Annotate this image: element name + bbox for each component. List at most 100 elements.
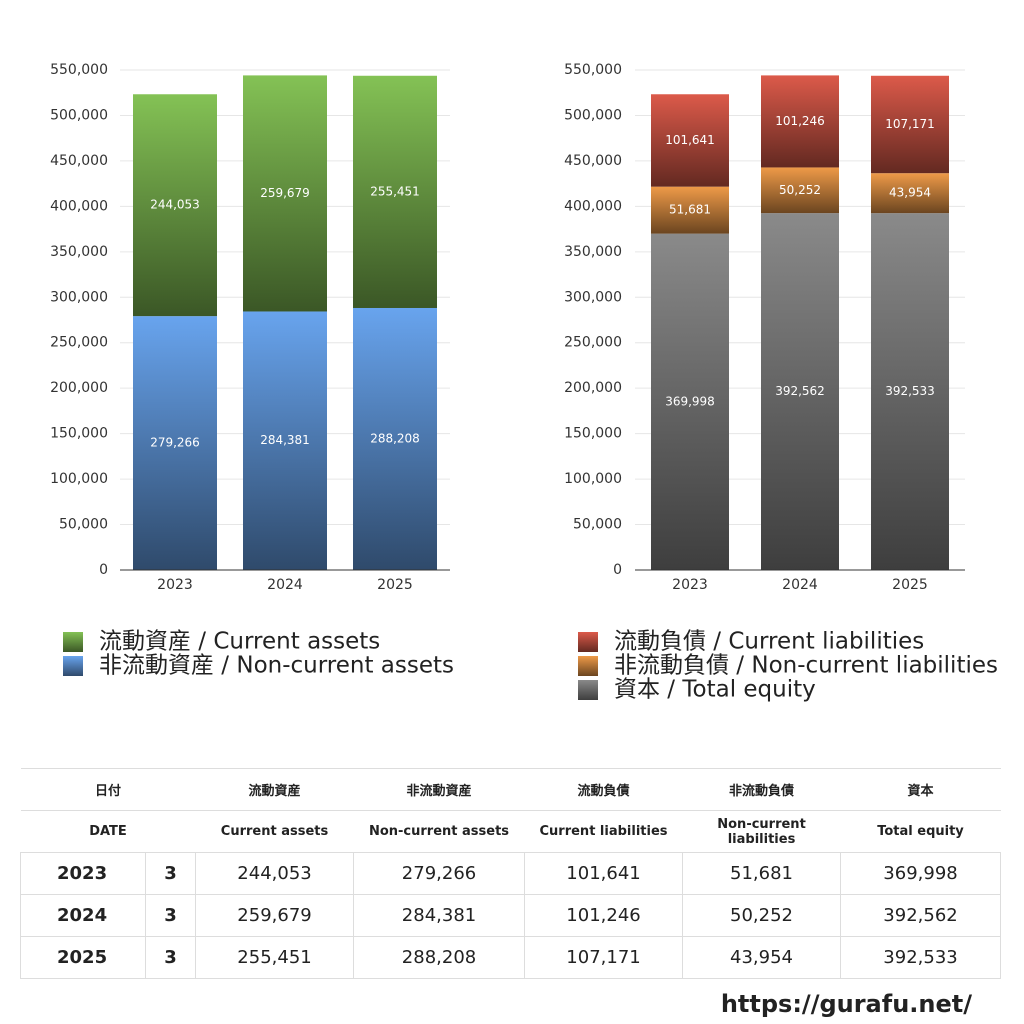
value-label: 392,533	[885, 384, 935, 398]
charts: 0 50,000 100,000 150,000 200,000 250,000 300,0…	[50, 62, 998, 703]
y-tick-label: 350,000	[50, 244, 108, 260]
bar-segment	[133, 94, 217, 317]
y-tick-label: 400,000	[564, 198, 622, 214]
header-cell: Current liabilities	[524, 810, 683, 853]
legend-label: 非流動資産 / Non-current assets	[99, 653, 454, 679]
table-cell: 51,681	[682, 852, 842, 895]
table-cell: 369,998	[840, 852, 1002, 895]
y-tick-label: 300,000	[50, 289, 108, 305]
bar-segment	[761, 75, 839, 168]
y-tick-label: 450,000	[50, 153, 108, 169]
y-tick-label: 200,000	[564, 380, 622, 396]
x-tick-label: 2025	[377, 577, 413, 593]
header-row: 日付 流動資産 非流動資産 流動負債 非流動負債 資本	[20, 768, 1001, 811]
y-tick-label: 250,000	[50, 335, 108, 351]
legend-swatch	[578, 632, 598, 652]
value-label: 43,954	[889, 186, 931, 200]
header-cell: DATE	[20, 810, 196, 853]
data-row: 2023 3 244,053 279,266 101,641 51,681 369,998	[20, 852, 1002, 895]
header-cell: Non-current liabilities	[682, 810, 841, 853]
bar-segment	[243, 311, 327, 570]
y-tick-label: 550,000	[50, 62, 108, 78]
table-cell: 279,266	[353, 852, 526, 895]
header-row: DATE Current assets Non-current assets C…	[20, 810, 1001, 853]
y-tick-label: 150,000	[564, 426, 622, 442]
legend-swatch	[578, 680, 598, 700]
y-tick-label: 400,000	[50, 198, 108, 214]
table-cell: 392,533	[840, 936, 1002, 979]
legend-label: 流動資産 / Current assets	[99, 629, 380, 655]
header-cell: 流動資産	[195, 768, 354, 811]
table-cell: 259,679	[195, 894, 355, 937]
table-cell: 50,252	[682, 894, 842, 937]
x-tick-label: 2024	[267, 577, 303, 593]
value-label: 255,451	[370, 184, 420, 198]
table-cell: 43,954	[682, 936, 842, 979]
y-tick-label: 0	[99, 562, 108, 578]
table-cell: 288,208	[353, 936, 526, 979]
value-label: 288,208	[370, 431, 420, 445]
x-tick-label: 2023	[157, 577, 193, 593]
x-tick-label: 2024	[782, 577, 818, 593]
y-tick-label: 500,000	[564, 107, 622, 123]
data-row: 2025 3 255,451 288,208 107,171 43,954 392,533	[20, 936, 1002, 979]
y-tick-label: 300,000	[564, 289, 622, 305]
value-label: 279,266	[150, 436, 200, 450]
value-label: 284,381	[260, 433, 310, 447]
table-cell: 2025	[20, 936, 146, 979]
bar-segment	[651, 186, 729, 234]
y-tick-label: 500,000	[50, 107, 108, 123]
legend-label: 資本 / Total equity	[614, 677, 816, 703]
table-cell: 101,246	[524, 894, 684, 937]
bar-segment	[353, 75, 437, 308]
value-label: 369,998	[665, 394, 715, 408]
value-label: 50,252	[779, 183, 821, 197]
y-tick-label: 0	[613, 562, 622, 578]
table-cell: 3	[144, 852, 197, 895]
bar-segment	[651, 94, 729, 187]
y-tick-label: 450,000	[564, 153, 622, 169]
table-cell: 3	[144, 936, 197, 979]
table-cell: 3	[144, 894, 197, 937]
value-label: 101,246	[775, 114, 825, 128]
header-cell: Non-current assets	[353, 810, 525, 853]
legend-label: 非流動負債 / Non-current liabilities	[614, 653, 998, 679]
site-url: https://gurafu.net/	[720, 990, 972, 1018]
y-tick-label: 100,000	[564, 471, 622, 487]
x-tick-label: 2023	[672, 577, 708, 593]
bar-segment	[871, 213, 949, 570]
bar-segment	[871, 173, 949, 214]
x-tick-label: 2025	[892, 577, 928, 593]
table-cell: 2024	[20, 894, 146, 937]
data-table: 日付 流動資産 非流動資産 流動負債 非流動負債 資本 DATE Current…	[20, 768, 1002, 979]
value-label: 107,171	[885, 117, 935, 131]
legend-swatch	[63, 656, 83, 676]
header-cell: 非流動負債	[682, 768, 841, 811]
header-cell: 日付	[20, 768, 196, 811]
header-cell: 資本	[840, 768, 1001, 811]
y-tick-label: 100,000	[50, 471, 108, 487]
table-cell: 2023	[20, 852, 146, 895]
y-tick-label: 550,000	[564, 62, 622, 78]
y-tick-label: 150,000	[50, 426, 108, 442]
bar-segment	[761, 167, 839, 214]
y-tick-label: 50,000	[59, 517, 108, 533]
data-row: 2024 3 259,679 284,381 101,246 50,252 392,562	[20, 894, 1002, 937]
value-label: 259,679	[260, 186, 310, 200]
header-cell: 流動負債	[524, 768, 683, 811]
table-cell: 101,641	[524, 852, 684, 895]
legend-label: 流動負債 / Current liabilities	[614, 629, 924, 655]
legend-swatch	[578, 656, 598, 676]
y-tick-label: 50,000	[573, 517, 622, 533]
table-cell: 392,562	[840, 894, 1002, 937]
value-label: 101,641	[665, 133, 715, 147]
y-tick-label: 350,000	[564, 244, 622, 260]
value-label: 392,562	[775, 384, 825, 398]
bar-segment	[243, 75, 327, 312]
y-tick-label: 250,000	[564, 335, 622, 351]
header-cell: 非流動資産	[353, 768, 525, 811]
y-tick-label: 200,000	[50, 380, 108, 396]
bar-segment	[871, 75, 949, 174]
bar-segment	[133, 316, 217, 570]
